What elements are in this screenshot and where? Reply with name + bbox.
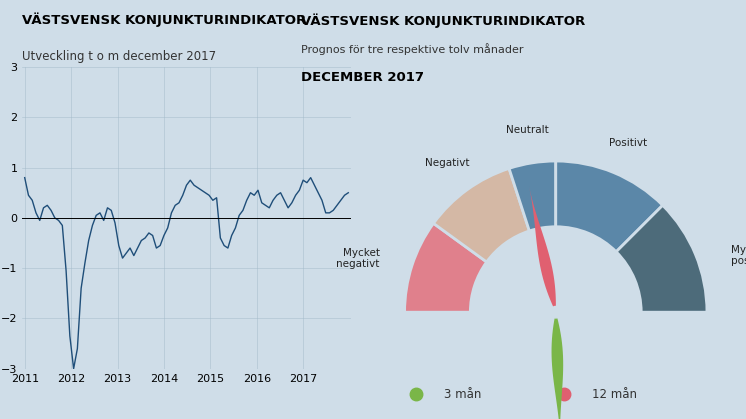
Text: 12 mån: 12 mån — [592, 388, 637, 401]
Wedge shape — [616, 205, 707, 312]
Text: Mycket
negativt: Mycket negativt — [336, 248, 380, 269]
Text: Neutralt: Neutralt — [506, 125, 548, 135]
Text: 3 mån: 3 mån — [444, 388, 481, 401]
Wedge shape — [509, 161, 556, 231]
Text: VÄSTSVENSK KONJUNKTURINDIKATOR: VÄSTSVENSK KONJUNKTURINDIKATOR — [301, 13, 586, 28]
Polygon shape — [551, 312, 563, 419]
Wedge shape — [433, 168, 530, 262]
Wedge shape — [556, 161, 662, 252]
Circle shape — [550, 306, 562, 318]
Polygon shape — [529, 187, 556, 312]
Text: Prognos för tre respektive tolv månader: Prognos för tre respektive tolv månader — [301, 43, 524, 54]
Text: Negativt: Negativt — [425, 158, 470, 168]
Text: Positivt: Positivt — [609, 138, 647, 148]
Text: DECEMBER 2017: DECEMBER 2017 — [301, 71, 424, 84]
Text: Myck
posit: Myck posit — [731, 245, 746, 266]
Text: Utveckling t o m december 2017: Utveckling t o m december 2017 — [22, 50, 216, 63]
Text: VÄSTSVENSK KONJUNKTURINDIKATOR: VÄSTSVENSK KONJUNKTURINDIKATOR — [22, 13, 307, 27]
Wedge shape — [404, 223, 486, 312]
